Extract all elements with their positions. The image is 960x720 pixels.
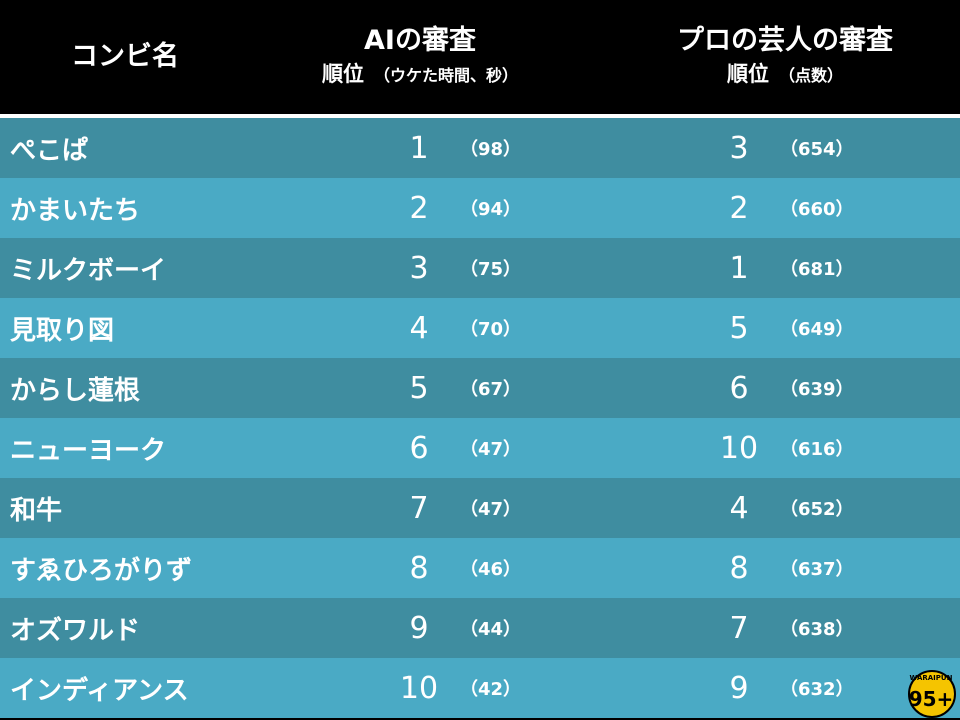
header-pro-review: プロの芸人の審査 順位 （点数） xyxy=(620,0,950,114)
combi-name: すゑひろがりず xyxy=(10,555,193,586)
combi-name: インディアンス xyxy=(10,675,189,706)
pro-score: （654） xyxy=(780,139,854,160)
pro-rank: 8 xyxy=(729,550,749,586)
pro-review-cell: 5 （649） xyxy=(700,298,920,358)
pro-rank: 7 xyxy=(729,610,749,646)
header-pro-note: （点数） xyxy=(778,66,843,85)
pro-score: （616） xyxy=(780,439,854,460)
pro-rank: 4 xyxy=(729,490,749,526)
header-pro-sub: 順位 （点数） xyxy=(727,59,843,91)
header-ai-title: AIの審査 xyxy=(364,25,476,56)
pro-review-cell: 1 （681） xyxy=(700,238,920,298)
pro-rank: 2 xyxy=(729,190,749,226)
header-ai-sub: 順位 （ウケた時間、秒） xyxy=(322,59,518,91)
table-row: かまいたち 2 （94） 2 （660） xyxy=(0,178,960,238)
pro-rank: 6 xyxy=(729,370,749,406)
ai-score: （70） xyxy=(460,319,522,340)
logo-text: WARAIPUN xyxy=(910,674,953,682)
header-pro-rank-label: 順位 xyxy=(726,62,769,86)
table-row: インディアンス 10 （42） 9 （632） xyxy=(0,658,960,718)
ai-review-cell: 5 （67） xyxy=(380,358,580,418)
header-ai-rank-label: 順位 xyxy=(321,62,364,86)
pro-review-cell: 10 （616） xyxy=(700,418,920,478)
ai-review-cell: 3 （75） xyxy=(380,238,580,298)
pro-rank: 5 xyxy=(729,310,749,346)
ai-score: （46） xyxy=(460,559,522,580)
combi-name: ミルクボーイ xyxy=(10,255,167,286)
ai-score: （67） xyxy=(460,379,522,400)
combi-name: 見取り図 xyxy=(10,315,115,346)
table-row: ニューヨーク 6 （47） 10 （616） xyxy=(0,418,960,478)
logo-mark: 95+ xyxy=(909,687,954,711)
ai-rank: 10 xyxy=(399,670,439,706)
ai-review-cell: 8 （46） xyxy=(380,538,580,598)
pro-review-cell: 7 （638） xyxy=(700,598,920,658)
pro-review-cell: 3 （654） xyxy=(700,118,920,178)
header-pro-title: プロの芸人の審査 xyxy=(677,25,893,56)
ai-rank: 2 xyxy=(409,190,429,226)
table-body: ぺこぱ 1 （98） 3 （654） かまいたち 2 （94） 2 （660） ミルクボーイ 3 （75… xyxy=(0,118,960,720)
combi-name: 和牛 xyxy=(10,495,63,526)
waraipun-logo-icon: WARAIPUN 95+ xyxy=(908,670,956,718)
pro-rank: 3 xyxy=(729,130,749,166)
pro-score: （681） xyxy=(780,259,854,280)
ai-rank: 5 xyxy=(409,370,429,406)
table-row: からし蓮根 5 （67） 6 （639） xyxy=(0,358,960,418)
header-combi-name-label: コンビ名 xyxy=(71,41,179,72)
pro-review-cell: 9 （632） xyxy=(700,658,920,718)
table-row: ぺこぱ 1 （98） 3 （654） xyxy=(0,118,960,178)
table-row: ミルクボーイ 3 （75） 1 （681） xyxy=(0,238,960,298)
table-row: 和牛 7 （47） 4 （652） xyxy=(0,478,960,538)
ai-review-cell: 1 （98） xyxy=(380,118,580,178)
pro-score: （637） xyxy=(780,559,854,580)
combi-name: かまいたち xyxy=(10,195,141,226)
pro-score: （632） xyxy=(780,679,854,700)
ai-score: （44） xyxy=(460,619,522,640)
pro-rank: 9 xyxy=(729,670,749,706)
pro-score: （638） xyxy=(780,619,854,640)
ai-rank: 1 xyxy=(409,130,429,166)
ai-score: （94） xyxy=(460,199,522,220)
header-divider xyxy=(0,114,960,118)
ai-rank: 4 xyxy=(409,310,429,346)
ai-rank: 3 xyxy=(409,250,429,286)
combi-name: ニューヨーク xyxy=(10,435,167,466)
table-row: オズワルド 9 （44） 7 （638） xyxy=(0,598,960,658)
ai-rank: 7 xyxy=(409,490,429,526)
ai-review-cell: 10 （42） xyxy=(380,658,580,718)
pro-score: （639） xyxy=(780,379,854,400)
ai-score: （47） xyxy=(460,499,522,520)
table-row: 見取り図 4 （70） 5 （649） xyxy=(0,298,960,358)
pro-review-cell: 2 （660） xyxy=(700,178,920,238)
ai-score: （42） xyxy=(460,679,522,700)
ai-score: （75） xyxy=(460,259,522,280)
pro-review-cell: 4 （652） xyxy=(700,478,920,538)
ai-rank: 8 xyxy=(409,550,429,586)
ai-score: （47） xyxy=(460,439,522,460)
header-ai-note: （ウケた時間、秒） xyxy=(373,66,518,85)
combi-name: ぺこぱ xyxy=(10,135,89,166)
pro-rank: 1 xyxy=(729,250,749,286)
pro-score: （660） xyxy=(780,199,854,220)
table-row: すゑひろがりず 8 （46） 8 （637） xyxy=(0,538,960,598)
ai-review-cell: 6 （47） xyxy=(380,418,580,478)
ai-score: （98） xyxy=(460,139,522,160)
ai-review-cell: 7 （47） xyxy=(380,478,580,538)
ai-review-cell: 9 （44） xyxy=(380,598,580,658)
combi-name: オズワルド xyxy=(10,615,141,646)
ai-rank: 9 xyxy=(409,610,429,646)
pro-score: （649） xyxy=(780,319,854,340)
ai-rank: 6 xyxy=(409,430,429,466)
pro-rank: 10 xyxy=(719,430,759,466)
ai-review-cell: 4 （70） xyxy=(380,298,580,358)
pro-review-cell: 6 （639） xyxy=(700,358,920,418)
ai-review-cell: 2 （94） xyxy=(380,178,580,238)
table-header: コンビ名 AIの審査 順位 （ウケた時間、秒） プロの芸人の審査 順位 （点数） xyxy=(0,0,960,118)
header-ai-review: AIの審査 順位 （ウケた時間、秒） xyxy=(260,0,580,114)
combi-name: からし蓮根 xyxy=(10,375,141,406)
pro-score: （652） xyxy=(780,499,854,520)
header-combi-name: コンビ名 xyxy=(0,0,250,114)
pro-review-cell: 8 （637） xyxy=(700,538,920,598)
